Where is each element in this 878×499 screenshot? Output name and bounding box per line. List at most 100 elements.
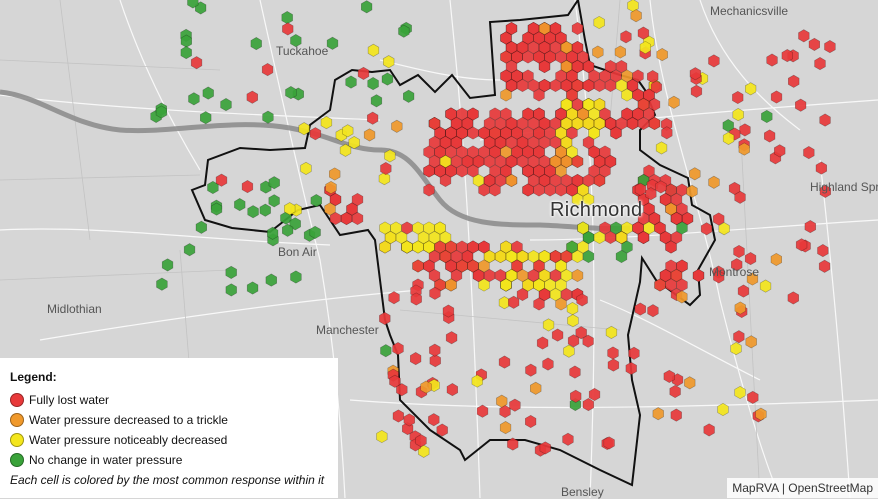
hex-cell xyxy=(380,344,392,358)
hex-cell xyxy=(610,69,622,83)
hex-cell xyxy=(569,389,582,403)
hex-cell xyxy=(746,272,759,286)
hex-cell xyxy=(342,124,354,138)
hex-cell xyxy=(639,40,652,55)
hex-cell xyxy=(388,291,400,305)
hex-cell xyxy=(571,116,584,131)
hex-cell xyxy=(265,273,278,287)
hex-cell xyxy=(538,287,551,302)
hex-cell xyxy=(310,194,323,208)
hex-cells xyxy=(150,0,836,458)
hex-cell xyxy=(669,384,681,399)
hex-cell xyxy=(527,78,540,93)
hex-cell xyxy=(738,142,750,156)
hex-cell xyxy=(665,240,677,254)
hex-cell xyxy=(717,402,729,417)
hex-cell xyxy=(610,221,622,235)
hex-cell xyxy=(155,105,168,119)
hex-cell xyxy=(646,70,659,84)
hex-cell xyxy=(781,49,794,63)
hex-cell xyxy=(445,331,458,345)
hex-cell xyxy=(582,334,594,348)
hex-cell xyxy=(161,258,174,272)
hex-cell xyxy=(621,88,633,102)
hex-cell xyxy=(505,249,518,264)
hex-cell xyxy=(544,164,556,178)
hex-cell xyxy=(549,21,562,36)
hex-cell xyxy=(737,284,750,298)
hex-cell xyxy=(483,268,496,283)
hex-cell xyxy=(536,336,549,350)
hex-cell xyxy=(634,302,647,316)
hex-cell xyxy=(489,107,501,121)
hex-cell xyxy=(505,21,518,36)
hex-cell xyxy=(220,98,232,112)
hex-cell xyxy=(607,346,619,360)
hex-cell xyxy=(730,258,743,272)
hex-cell xyxy=(467,259,479,273)
place-montrose: Montrose xyxy=(709,265,760,279)
hex-cell xyxy=(378,172,391,186)
place-mechanicsville: Mechanicsville xyxy=(710,4,789,18)
hex-cell xyxy=(298,122,310,136)
hex-cell xyxy=(815,161,828,175)
hex-cell xyxy=(259,203,271,217)
hex-cell xyxy=(560,154,573,169)
hex-cell xyxy=(494,116,507,131)
hex-cell xyxy=(357,66,370,80)
hex-cell xyxy=(563,344,575,358)
hex-cell xyxy=(409,352,422,366)
hex-cell xyxy=(734,301,746,315)
hex-cell xyxy=(681,211,694,226)
hex-cell xyxy=(445,107,457,121)
hex-cell xyxy=(290,270,302,284)
hex-cell xyxy=(599,69,611,83)
hex-cell xyxy=(593,97,606,112)
hex-cell xyxy=(654,278,666,292)
hex-cell xyxy=(599,145,611,159)
hex-cell xyxy=(494,173,507,188)
hex-cell xyxy=(819,184,832,198)
hex-cell xyxy=(511,69,523,83)
hex-cell xyxy=(500,50,512,64)
hex-cell xyxy=(467,164,479,178)
hex-cell xyxy=(156,277,168,291)
hex-cell xyxy=(329,192,342,207)
hex-cell xyxy=(423,221,435,235)
hex-cell xyxy=(180,34,192,48)
hex-cell xyxy=(410,292,422,306)
map-attribution[interactable]: MapRVA | OpenStreetMap xyxy=(727,478,878,498)
place-bensley: Bensley xyxy=(561,485,604,499)
hex-cell xyxy=(626,116,639,131)
hex-cell xyxy=(384,230,397,245)
minor-roads xyxy=(0,0,761,498)
hex-cell xyxy=(505,40,518,55)
hex-cell xyxy=(544,183,556,197)
yellow-dot-icon xyxy=(10,433,24,447)
hex-cell xyxy=(634,182,647,196)
red-dot-icon xyxy=(10,393,24,407)
hex-cell xyxy=(467,126,479,140)
hex-cell xyxy=(544,50,556,64)
hex-cell xyxy=(555,145,567,159)
hex-cell xyxy=(676,202,688,216)
hex-cell xyxy=(423,240,435,254)
hex-cell xyxy=(494,135,507,150)
hex-cell xyxy=(722,131,735,145)
hex-cell xyxy=(665,202,677,216)
hex-cell xyxy=(500,164,512,178)
hex-cell xyxy=(180,46,192,60)
hex-cell xyxy=(787,291,800,305)
hex-cell xyxy=(538,268,551,283)
green-dot-icon xyxy=(10,453,24,467)
hex-cell xyxy=(571,78,584,93)
hex-cell xyxy=(268,176,280,190)
hex-cell xyxy=(599,107,611,121)
hex-cell xyxy=(345,75,357,89)
hex-cell xyxy=(761,109,773,124)
hex-cell xyxy=(643,221,655,235)
hex-cell xyxy=(434,126,446,140)
hex-cell xyxy=(533,126,545,140)
hex-cell xyxy=(445,164,457,178)
hex-cell xyxy=(794,98,807,112)
